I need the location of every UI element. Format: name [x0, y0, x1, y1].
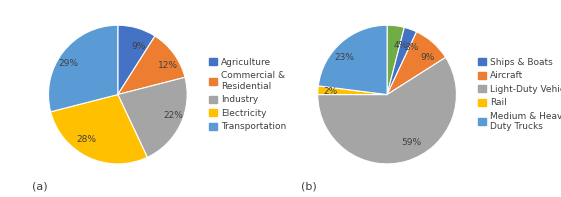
Wedge shape	[318, 86, 387, 95]
Text: 2%: 2%	[323, 87, 337, 96]
Wedge shape	[50, 95, 148, 164]
Text: 9%: 9%	[420, 53, 434, 62]
Text: 9%: 9%	[132, 42, 146, 51]
Text: 59%: 59%	[401, 138, 421, 147]
Wedge shape	[118, 25, 155, 95]
Wedge shape	[118, 77, 187, 157]
Text: (a): (a)	[32, 181, 48, 191]
Text: 28%: 28%	[76, 135, 96, 144]
Wedge shape	[387, 27, 417, 95]
Wedge shape	[318, 25, 387, 95]
Wedge shape	[118, 36, 185, 95]
Text: 3%: 3%	[404, 43, 419, 52]
Wedge shape	[318, 57, 457, 164]
Wedge shape	[48, 25, 118, 112]
Legend: Agriculture, Commercial &
Residential, Industry, Electricity, Transportation: Agriculture, Commercial & Residential, I…	[209, 58, 286, 131]
Text: 22%: 22%	[163, 111, 183, 120]
Text: 4%: 4%	[393, 41, 408, 49]
Wedge shape	[387, 25, 404, 95]
Text: (b): (b)	[301, 181, 317, 191]
Text: 23%: 23%	[334, 53, 354, 62]
Text: 12%: 12%	[158, 61, 178, 70]
Wedge shape	[387, 32, 445, 95]
Text: 29%: 29%	[58, 59, 79, 69]
Legend: Ships & Boats, Aircraft, Light-Duty Vehicles, Rail, Medium & Heavy
Duty Trucks: Ships & Boats, Aircraft, Light-Duty Vehi…	[479, 58, 561, 131]
